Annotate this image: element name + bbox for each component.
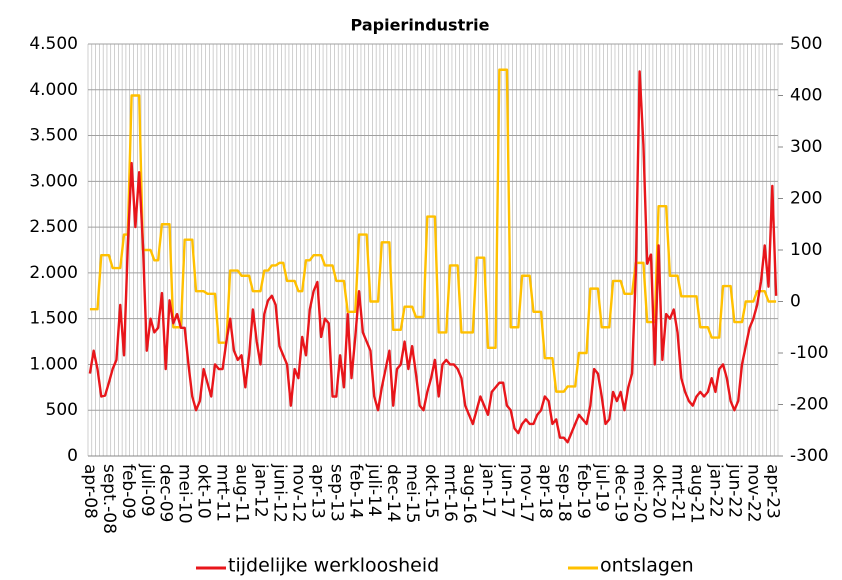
x-tick-label: apr-13 <box>307 464 327 519</box>
x-tick-label: apr-23 <box>762 464 782 519</box>
x-tick-label: sep-18 <box>554 464 574 522</box>
y-tick-label: 3.000 <box>29 171 78 191</box>
x-tick-label: aug-11 <box>232 464 252 524</box>
x-tick-label: mrt-16 <box>440 464 460 522</box>
series-line <box>88 70 778 444</box>
x-tick-label: feb-09 <box>118 464 138 519</box>
x-tick-label: juli-14 <box>364 463 384 517</box>
x-tick-label: feb-14 <box>345 464 365 519</box>
y2-tick-label: -100 <box>790 343 829 363</box>
x-tick-label: okt-10 <box>194 464 214 519</box>
y2-tick-label: 100 <box>790 240 822 260</box>
x-tick-label: dec-14 <box>383 464 403 522</box>
x-tick-label: okt-20 <box>649 464 669 519</box>
y2-tick-label: 500 <box>790 34 822 54</box>
x-tick-label: nov-12 <box>288 464 308 523</box>
x-tick-label: feb-19 <box>573 464 593 519</box>
chart-title: Papierindustrie <box>351 16 490 35</box>
legend-label: tijdelijke werkloosheid <box>228 555 439 577</box>
x-tick-label: aug-16 <box>459 464 479 524</box>
y-tick-label: 2.000 <box>29 263 78 283</box>
x-tick-label: jan-12 <box>251 463 271 518</box>
y2-tick-label: 200 <box>790 189 822 209</box>
y2-tick-label: -200 <box>790 395 829 415</box>
x-tick-label: mei-20 <box>630 464 650 524</box>
x-tick-label: aug-21 <box>686 464 706 524</box>
y-tick-label: 500 <box>46 400 78 420</box>
y-tick-label: 0 <box>67 446 78 466</box>
x-tick-label: mrt-11 <box>213 464 233 522</box>
y-tick-label: 4.000 <box>29 80 78 100</box>
x-tick-label: dec-09 <box>156 464 176 522</box>
x-tick-label: jun-22 <box>724 463 744 518</box>
x-tick-label: apr-18 <box>535 464 555 519</box>
y-tick-label: 1.500 <box>29 309 78 329</box>
y2-tick-label: 0 <box>790 292 801 312</box>
y-tick-label: 1.000 <box>29 354 78 374</box>
x-tick-label: jun-17 <box>497 463 517 518</box>
y2-tick-label: 400 <box>790 86 822 106</box>
y-tick-label: 3.500 <box>29 126 78 146</box>
x-tick-label: mrt-21 <box>668 464 688 522</box>
y-tick-label: 4.500 <box>29 34 78 54</box>
x-tick-label: nov-22 <box>743 464 763 523</box>
legend-label: ontslagen <box>600 555 694 577</box>
y2-tick-label: -300 <box>790 446 829 466</box>
x-tick-label: jan-22 <box>705 463 725 518</box>
x-tick-label: nov-17 <box>516 464 536 523</box>
x-tick-label: jul-19 <box>592 463 612 512</box>
x-tick-label: mei-15 <box>402 464 422 524</box>
x-tick-label: mei-10 <box>175 464 195 524</box>
series-line <box>89 68 777 393</box>
x-tick-label: juni-12 <box>269 463 289 523</box>
x-tick-label: sept.-08 <box>99 464 119 534</box>
y-tick-label: 2.500 <box>29 217 78 237</box>
x-tick-label: okt-15 <box>421 464 441 519</box>
x-tick-label: dec-19 <box>611 464 631 522</box>
x-tick-label: sep-13 <box>326 464 346 522</box>
x-tick-label: jan-17 <box>478 463 498 518</box>
x-tick-label: apr-08 <box>80 464 100 519</box>
y2-tick-label: 300 <box>790 137 822 157</box>
x-tick-label: juli-09 <box>137 463 157 517</box>
